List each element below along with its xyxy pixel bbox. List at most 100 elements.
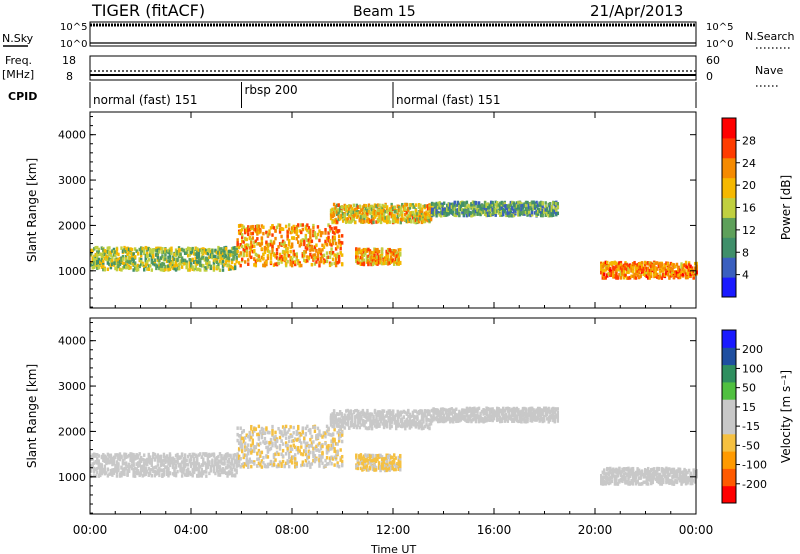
echo-cell: [361, 456, 364, 461]
echo-cell: [266, 462, 270, 467]
echo-cell: [245, 248, 248, 252]
echo-cell: [361, 461, 364, 466]
echo-cell: [352, 203, 355, 208]
echo-cell: [312, 425, 315, 429]
echo-cell: [298, 431, 301, 436]
echo-cell: [319, 230, 323, 235]
echo-cell: [368, 460, 372, 465]
echo-cell: [425, 218, 428, 222]
echo-cell: [266, 455, 270, 459]
echo-cell: [256, 224, 259, 228]
echo-cell: [236, 438, 239, 443]
echo-cell: [117, 468, 120, 473]
echo-cell: [253, 263, 256, 267]
echo-cell: [156, 463, 160, 467]
echo-cell: [220, 252, 223, 257]
echo-cell: [413, 205, 416, 209]
echo-cell: [375, 204, 378, 208]
echo-cell: [331, 238, 335, 242]
echo-cell: [295, 252, 298, 256]
echo-band: [90, 245, 238, 273]
echo-cell: [663, 273, 667, 277]
echo-cell: [138, 473, 141, 478]
echo-cell: [381, 208, 384, 212]
echo-cell: [321, 255, 324, 259]
echo-cell: [319, 443, 323, 448]
echo-cell: [183, 473, 187, 477]
echo-cell: [260, 433, 264, 437]
echo-cell: [287, 428, 291, 432]
echo-cell: [150, 467, 153, 472]
echo-cell: [603, 272, 606, 277]
echo-cell: [355, 413, 359, 418]
echo-cell: [527, 206, 531, 211]
echo-cell: [324, 227, 327, 232]
echo-cell: [555, 201, 558, 206]
echo-cell: [188, 253, 191, 257]
echo-cell: [197, 467, 200, 472]
echo-cell: [659, 261, 662, 266]
echo-cell: [262, 455, 265, 460]
echo-cell: [217, 265, 220, 270]
echo-cell: [371, 459, 375, 463]
echo-cell: [396, 217, 399, 222]
echo-cell: [684, 275, 688, 279]
echo-cell: [278, 443, 282, 448]
echo-cell: [167, 459, 170, 464]
echo-cell: [112, 253, 116, 257]
echo-cell: [286, 459, 289, 463]
echo-cell: [417, 210, 421, 215]
echo-cell: [439, 204, 443, 209]
echo-cell: [193, 460, 196, 464]
echo-cell: [371, 260, 375, 264]
echo-cell: [453, 207, 456, 211]
echo-cell: [112, 471, 116, 475]
echo-cell: [174, 248, 178, 252]
echo-cell: [226, 256, 229, 260]
echo-cell: [327, 443, 330, 448]
echo-cell: [339, 432, 342, 437]
echo-cell: [136, 267, 140, 272]
echo-cell: [468, 210, 472, 215]
echo-cell: [224, 471, 228, 476]
echo-cell: [523, 212, 526, 216]
echo-cell: [100, 470, 104, 474]
echo-cell: [338, 411, 342, 416]
echo-cell: [497, 209, 500, 214]
echo-cell: [244, 436, 247, 440]
echo-cell: [318, 263, 321, 268]
echo-cell: [627, 267, 630, 271]
echo-cell: [331, 442, 335, 447]
echo-cell: [289, 261, 292, 265]
echo-cell: [433, 211, 437, 216]
echo-cell: [394, 257, 397, 262]
echo-cell: [485, 208, 488, 212]
echo-cell: [155, 465, 158, 469]
echo-cell: [271, 242, 274, 247]
echo-cell: [336, 245, 339, 249]
echo-cell: [391, 415, 395, 420]
echo-cell: [103, 459, 107, 463]
echo-cell: [329, 423, 333, 427]
echo-cell: [398, 415, 401, 419]
echo-cell: [186, 268, 190, 272]
echo-cell: [245, 433, 248, 437]
echo-cell: [186, 468, 190, 472]
echo-cell: [275, 438, 279, 443]
echo-cell: [129, 256, 132, 260]
echo-cell: [334, 442, 338, 446]
echo-cell: [239, 457, 242, 461]
echo-cell: [94, 245, 97, 250]
echo-cell: [280, 462, 283, 466]
echo-cell: [118, 474, 122, 478]
echo-cell: [396, 419, 399, 424]
echo-cell: [388, 248, 391, 252]
echo-cell: [336, 252, 339, 256]
cpid-label: CPID: [8, 90, 37, 103]
echo-cell: [138, 257, 141, 261]
echo-cell: [290, 226, 294, 230]
echo-cell: [227, 256, 231, 261]
echo-cell: [541, 211, 544, 215]
echo-cell: [524, 203, 528, 208]
echo-cell: [229, 466, 232, 471]
